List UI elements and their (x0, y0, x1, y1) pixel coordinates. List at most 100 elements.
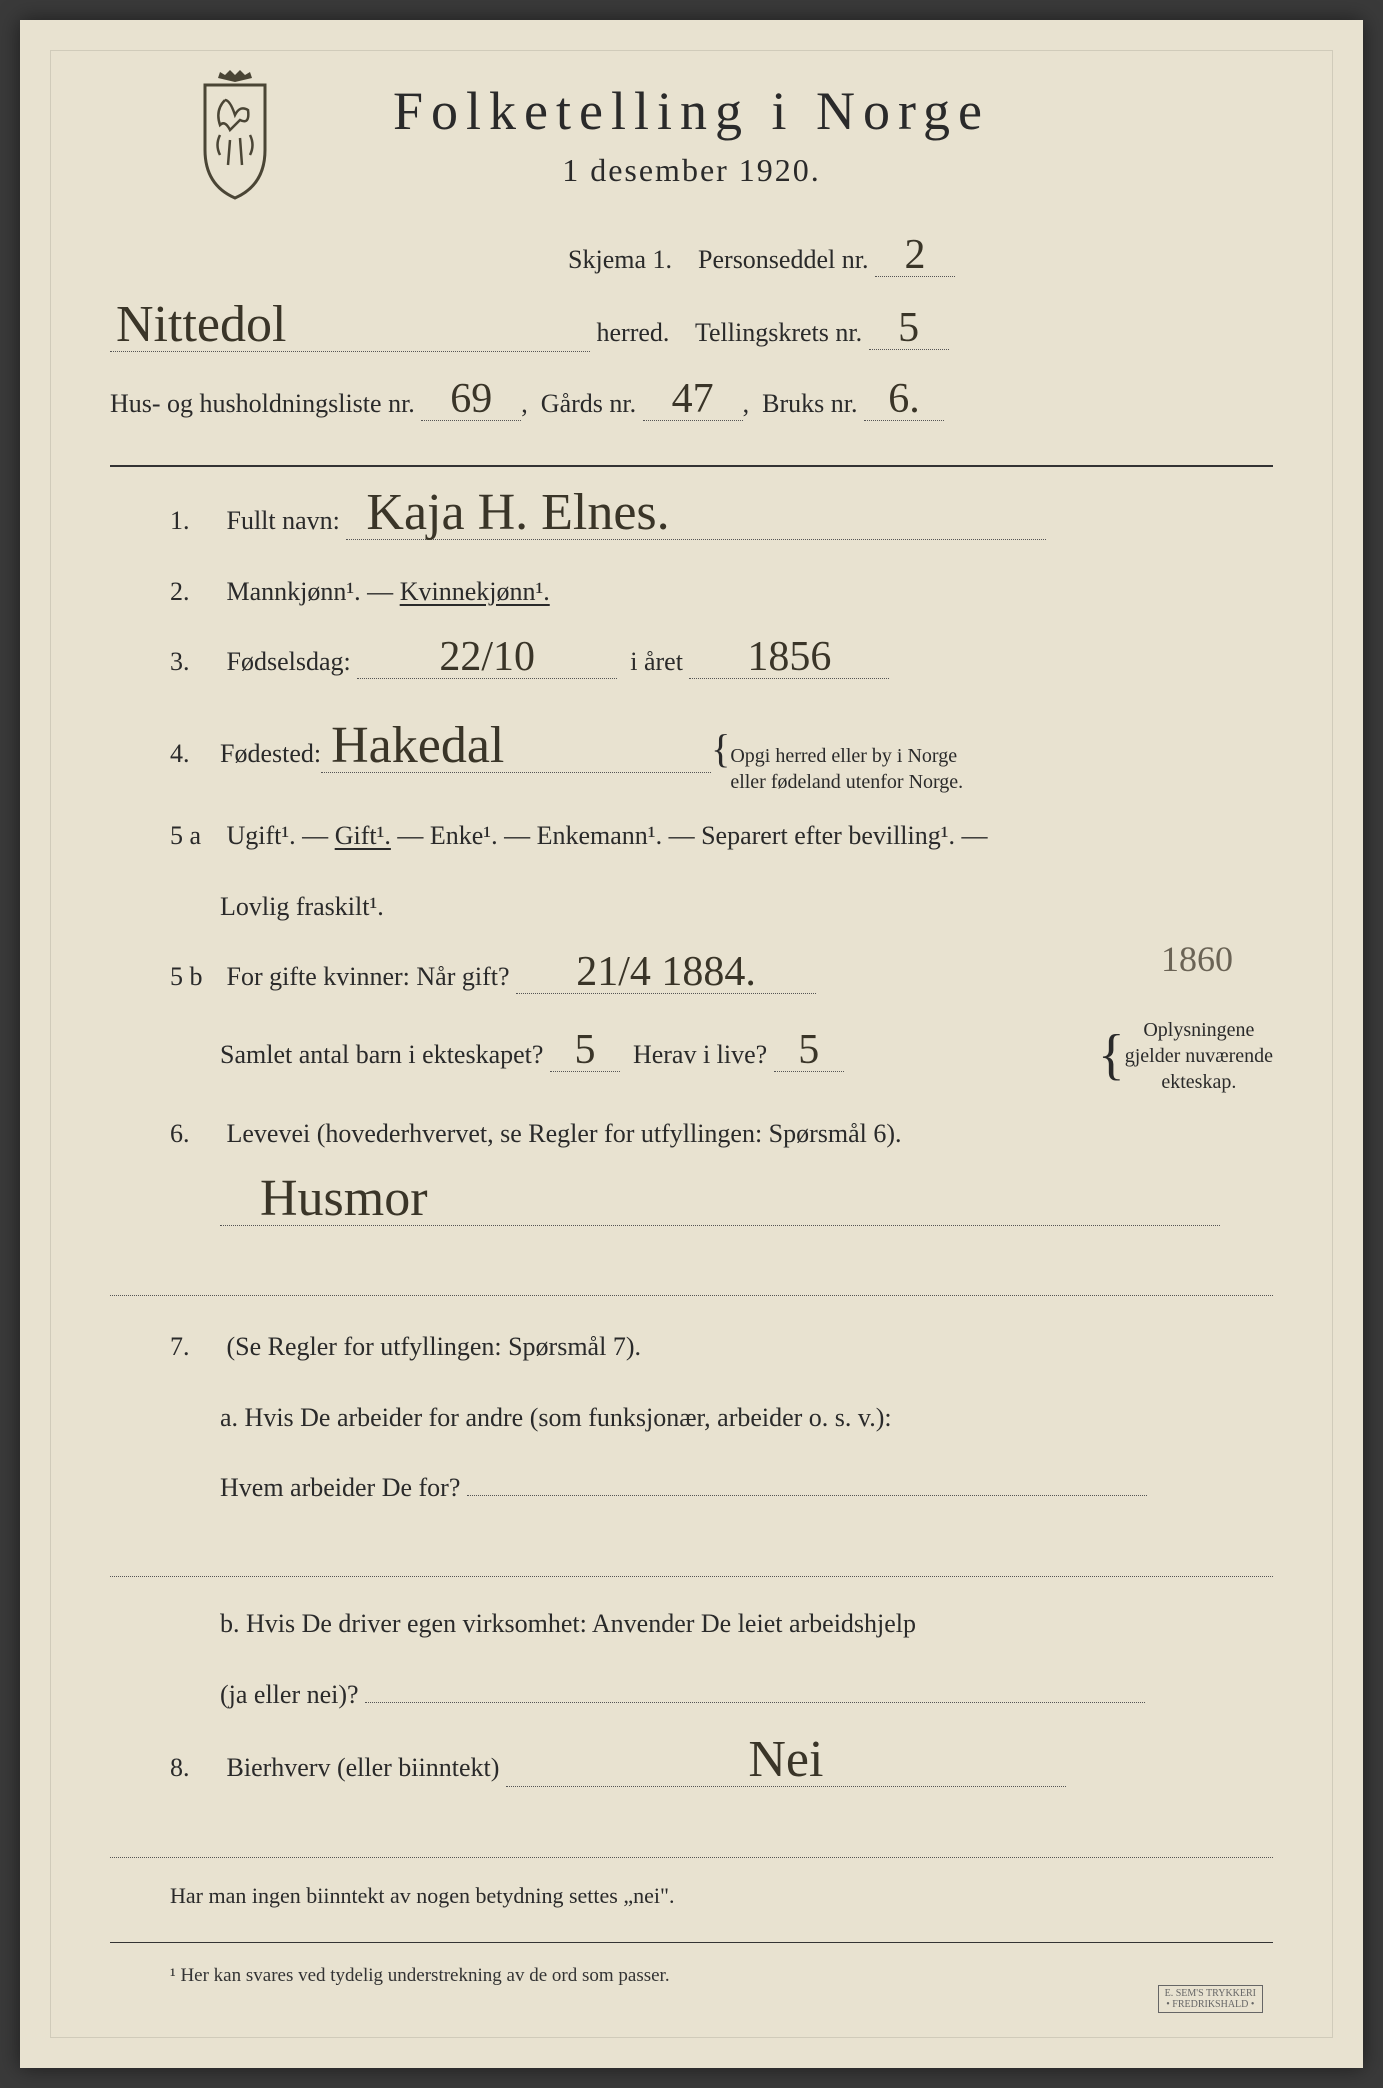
q7-label: (Se Regler for utfyllingen: Spørsmål 7). (227, 1332, 641, 1361)
q4-note1: Opgi herred eller by i Norge (730, 745, 957, 767)
form-title: Folketelling i Norge (110, 80, 1273, 142)
q5b-note1: Oplysningene (1143, 1019, 1254, 1041)
q7a-q-line: Hvem arbeider De for? (110, 1457, 1273, 1519)
q8-label: Bierhverv (eller biinntekt) (227, 1753, 500, 1782)
q5b-barn-field: 5 (550, 1029, 620, 1072)
q8-blank-line (110, 1808, 1273, 1858)
q4-label: Fødested: (220, 723, 321, 785)
q4-value: Hakedal (331, 720, 504, 772)
q5a-rest: — Enke¹. — Enkemann¹. — Separert efter b… (397, 821, 987, 850)
divider-bottom (110, 1942, 1273, 1943)
q5b-line2: Samlet antal barn i ekteskapet? 5 Herav … (110, 1017, 1273, 1095)
q5b-barn-value: 5 (574, 1029, 595, 1071)
q5b-note2: gjelder nuværende (1125, 1045, 1273, 1067)
q4-note2: eller fødeland utenfor Norge. (730, 771, 963, 793)
q3-year-field: 1856 (689, 636, 889, 679)
q7b-label: b. Hvis De driver egen virksomhet: Anven… (220, 1609, 916, 1638)
q6-value: Husmor (260, 1173, 428, 1225)
krets-nr-field: 5 (869, 307, 949, 350)
q7-line: 7. (Se Regler for utfyllingen: Spørsmål … (110, 1316, 1273, 1378)
bruks-nr-field: 6. (864, 378, 944, 421)
q5a-line2: Lovlig fraskilt¹. (110, 876, 1273, 938)
q5b-live-field: 5 (774, 1029, 844, 1072)
q1-field: Kaja H. Elnes. (346, 487, 1046, 540)
hush-nr-value: 69 (450, 378, 492, 420)
q3-year-label: i året (630, 647, 683, 676)
skjema-label: Skjema 1. (568, 245, 672, 274)
q6-field: Husmor (220, 1173, 1220, 1226)
q5b-gift-value: 21/4 1884. (576, 951, 756, 993)
q4-field: Hakedal (321, 720, 711, 773)
seddel-nr-field: 2 (875, 234, 955, 277)
herred-field: Nittedol (110, 299, 590, 352)
q1-label: Fullt navn: (227, 506, 340, 535)
q2-num: 2. (170, 561, 220, 623)
divider-top (110, 465, 1273, 467)
q5b-label1: For gifte kvinner: Når gift? (227, 962, 510, 991)
q5b-label3: Herav i live? (633, 1040, 767, 1069)
stamp-line1: E. SEM'S TRYKKERI (1165, 1988, 1256, 1999)
hush-nr-field: 69 (421, 378, 521, 421)
q8-num: 8. (170, 1737, 220, 1799)
q7b-field (365, 1702, 1145, 1703)
q5b-label2: Samlet antal barn i ekteskapet? (220, 1040, 543, 1069)
brace-icon: { (1098, 1039, 1125, 1073)
krets-label: Tellingskrets nr. (695, 318, 862, 347)
gard-nr-value: 47 (672, 378, 714, 420)
q5a-num: 5 a (170, 805, 220, 867)
herred-label: herred. (597, 318, 670, 347)
q3-num: 3. (170, 631, 220, 693)
stamp-line2: • FREDRIKSHALD • (1166, 1999, 1254, 2010)
footer-note: Har man ingen biinntekt av nogen betydni… (110, 1870, 1273, 1923)
norway-crest-icon (190, 70, 280, 200)
q7b-q-line: (ja eller nei)? (110, 1664, 1273, 1726)
bruks-label: Bruks nr. (762, 389, 857, 418)
q8-line: 8. Bierhverv (eller biinntekt) Nei (110, 1734, 1273, 1799)
q7a-q: Hvem arbeider De for? (220, 1473, 460, 1502)
q5b-note3: ekteskap. (1161, 1071, 1236, 1093)
q7b-q: (ja eller nei)? (220, 1680, 359, 1709)
q7b-line: b. Hvis De driver egen virksomhet: Anven… (110, 1593, 1273, 1655)
q3-label: Fødselsdag: (227, 647, 351, 676)
q3-day-field: 22/10 (357, 636, 617, 679)
q6-num: 6. (170, 1103, 220, 1165)
q1-line: 1. Fullt navn: Kaja H. Elnes. (110, 487, 1273, 552)
q6-label: Levevei (hovederhvervet, se Regler for u… (227, 1119, 902, 1148)
q5a-selected: Gift¹. (335, 821, 391, 850)
q5b-note: Oplysningene gjelder nuværende ekteskap. (1125, 1017, 1273, 1095)
q7a-line: a. Hvis De arbeider for andre (som funks… (110, 1387, 1273, 1449)
bruks-nr-value: 6. (888, 378, 920, 420)
hush-label: Hus- og husholdningsliste nr. (110, 389, 415, 418)
q5b-line1: 5 b For gifte kvinner: Når gift? 21/4 18… (110, 946, 1273, 1008)
q6-value-line: Husmor (110, 1173, 1273, 1238)
form-subtitle: 1 desember 1920. (110, 152, 1273, 189)
krets-nr-value: 5 (898, 307, 919, 349)
q3-line: 3. Fødselsdag: 22/10 i året 1856 (110, 631, 1273, 693)
q3-year-value: 1856 (747, 636, 831, 678)
gard-nr-field: 47 (643, 378, 743, 421)
q5b-side-year: 1860 (1161, 916, 1233, 1002)
seddel-nr-value: 2 (904, 234, 925, 276)
meta-line-2: Nittedol herred. Tellingskrets nr. 5 (110, 299, 1273, 364)
q2-label: Mannkjønn¹. — (227, 577, 400, 606)
q5a-line2-text: Lovlig fraskilt¹. (220, 892, 384, 921)
q2-line: 2. Mannkjønn¹. — Kvinnekjønn¹. (110, 561, 1273, 623)
q8-value: Nei (748, 1734, 823, 1786)
meta-line-1: Skjema 1. Personseddel nr. 2 (110, 229, 1273, 291)
q5b-live-value: 5 (798, 1029, 819, 1071)
seddel-label: Personseddel nr. (698, 245, 868, 274)
meta-line-3: Hus- og husholdningsliste nr. 69, Gårds … (110, 373, 1273, 435)
q7-num: 7. (170, 1316, 220, 1378)
q5b-gift-field: 21/4 1884. (516, 951, 816, 994)
q5a-text: Ugift¹. — (227, 821, 335, 850)
q5b-num: 5 b (170, 946, 220, 1008)
q1-num: 1. (170, 490, 220, 552)
q7a-field (467, 1495, 1147, 1496)
gard-label: Gårds nr. (541, 389, 636, 418)
brace-icon: { (711, 701, 730, 797)
q5a-line: 5 a Ugift¹. — Gift¹. — Enke¹. — Enkemann… (110, 805, 1273, 867)
q3-day-value: 22/10 (439, 636, 535, 678)
form-body: Skjema 1. Personseddel nr. 2 Nittedol he… (110, 229, 1273, 1999)
q1-value: Kaja H. Elnes. (366, 487, 669, 539)
q4-line: 4. Fødested: Hakedal { Opgi herred eller… (110, 701, 1273, 797)
